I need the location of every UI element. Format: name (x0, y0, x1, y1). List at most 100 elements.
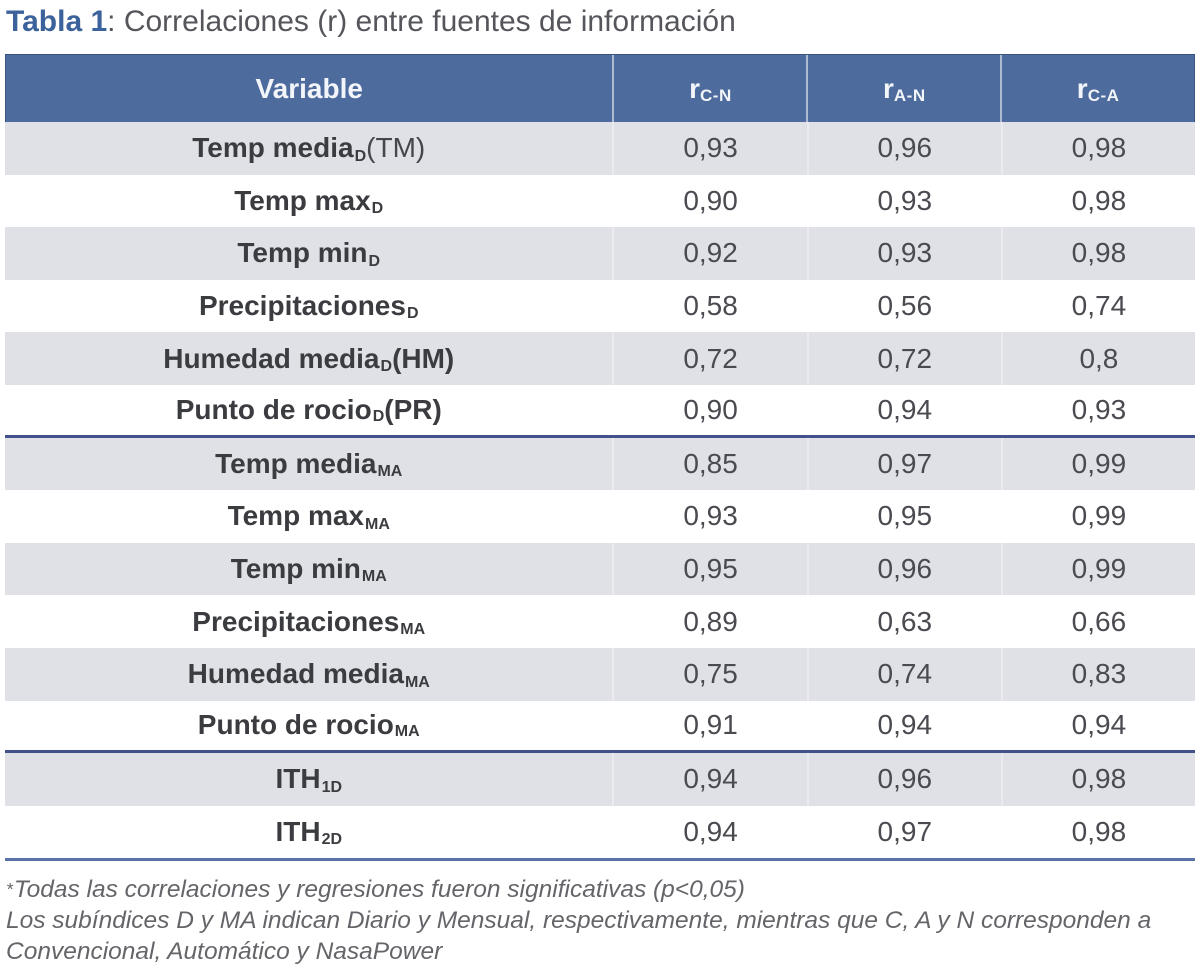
r-subscript: C-N (700, 85, 732, 105)
variable-name: Temp max (234, 184, 371, 216)
table-row: Punto de rocio MA 0,91 0,94 0,94 (5, 700, 1195, 754)
value-cell: 0,94 (612, 753, 806, 806)
col-header-r-c-n: r C-N (612, 55, 806, 122)
r-subscript: A-N (893, 85, 926, 105)
table-row: Precipitaciones MA 0,89 0,63 0,66 (5, 595, 1195, 648)
value-cell: 0,93 (806, 174, 1001, 228)
table-body: Temp media D (TM) 0,93 0,96 0,98 Temp max D 0,90… (5, 122, 1195, 862)
variable-cell: Punto de rocio MA (5, 701, 612, 751)
value-cell: 0,63 (806, 595, 1001, 648)
value-cell: 0,95 (612, 542, 806, 596)
variable-cell: Temp media MA (5, 438, 612, 491)
value-cell: 0,95 (806, 490, 1001, 543)
col-header-variable: Variable (255, 72, 363, 104)
variable-cell: ITH 1D (5, 753, 612, 806)
value-cell: 0,98 (1000, 805, 1195, 859)
value-cell: 0,98 (1000, 753, 1195, 806)
value-cell: 0,96 (806, 753, 1001, 806)
variable-cell: Temp max D (5, 175, 612, 228)
variable-name: Humedad media (187, 658, 404, 690)
table-row: ITH 1D 0,94 0,96 0,98 (5, 753, 1195, 806)
table-row: Humedad media MA 0,75 0,74 0,83 (5, 647, 1195, 701)
table-caption-label: Tabla 1 (6, 5, 108, 38)
value-cell: 0,97 (806, 437, 1001, 491)
variable-name: Temp min (237, 237, 368, 269)
variable-subscript: D (354, 147, 367, 165)
col-header-r-c-a: r C-A (1000, 55, 1194, 122)
variable-subscript: D (372, 407, 385, 425)
variable-suffix: (TM) (366, 132, 426, 164)
value-cell: 0,97 (806, 805, 1001, 859)
r-subscript: C-A (1087, 85, 1120, 105)
value-cell: 0,96 (806, 122, 1001, 175)
value-cell: 0,92 (612, 227, 806, 280)
value-cell: 0,75 (612, 647, 806, 701)
value-cell: 0,98 (1000, 122, 1195, 175)
variable-cell: Temp max MA (5, 490, 612, 543)
value-cell: 0,89 (612, 595, 806, 648)
footnote-subscripts: Los subíndices D y MA indican Diario y M… (6, 907, 1152, 966)
variable-cell: Temp min MA (5, 543, 612, 596)
table-row: Temp max MA 0,93 0,95 0,99 (5, 490, 1195, 543)
value-cell: 0,96 (806, 542, 1001, 596)
variable-name: Humedad media (163, 342, 380, 374)
value-cell: 0,98 (1000, 174, 1195, 228)
variable-cell: Punto de rocio D (PR) (5, 385, 612, 435)
value-cell: 0,93 (612, 122, 806, 175)
variable-name: ITH (275, 816, 321, 848)
value-cell: 0,93 (1000, 384, 1195, 435)
value-cell: 0,99 (1000, 542, 1195, 596)
variable-subscript: D (368, 252, 381, 270)
variable-subscript: D (380, 357, 393, 375)
value-cell: 0,74 (806, 647, 1001, 701)
variable-name: Precipitaciones (192, 605, 400, 637)
table-row: Temp min D 0,92 0,93 0,98 (5, 227, 1195, 280)
correlations-table: Variable r C-N r A-N r C-A Temp media D (TM) 0… (5, 54, 1195, 862)
value-cell: 0,91 (612, 700, 806, 751)
value-cell: 0,94 (806, 384, 1001, 435)
variable-cell: Precipitaciones MA (5, 595, 612, 648)
footnotes: *Todas las correlaciones y regresiones f… (6, 874, 1181, 967)
value-cell: 0,85 (612, 437, 806, 491)
table-caption: Tabla 1: Correlaciones (r) entre fuentes… (6, 5, 1195, 39)
value-cell: 0,72 (806, 332, 1001, 385)
footnote-significance-text: Todas las correlaciones y regresiones fu… (13, 876, 745, 904)
value-cell: 0,99 (1000, 490, 1195, 543)
value-cell: 0,94 (806, 700, 1001, 751)
variable-subscript: MA (365, 515, 390, 533)
variable-subscript: 2D (321, 831, 343, 849)
value-cell: 0,72 (612, 332, 806, 385)
value-cell: 0,58 (612, 279, 806, 333)
variable-subscript: MA (377, 463, 403, 481)
variable-suffix: (HM) (392, 342, 455, 374)
value-cell: 0,8 (1000, 332, 1195, 385)
variable-subscript: D (406, 305, 419, 323)
variable-subscript: 1D (321, 778, 343, 796)
table-row: Humedad media D (HM) 0,72 0,72 0,8 (5, 332, 1195, 385)
variable-subscript: MA (361, 568, 387, 586)
table-row: Temp max D 0,90 0,93 0,98 (5, 174, 1195, 228)
value-cell: 0,90 (612, 174, 806, 228)
variable-subscript: MA (394, 723, 420, 741)
variable-name: Temp min (230, 553, 361, 585)
value-cell: 0,74 (1000, 279, 1195, 333)
variable-name: Temp max (227, 500, 364, 532)
r-base: r (689, 72, 700, 104)
r-base: r (1076, 72, 1088, 104)
variable-name: Punto de rocio (175, 393, 372, 425)
value-cell: 0,66 (1000, 595, 1195, 648)
table-row: Temp media MA 0,85 0,97 0,99 (5, 437, 1195, 491)
table-header-row: Variable r C-N r A-N r C-A (5, 54, 1195, 122)
value-cell: 0,98 (1000, 227, 1195, 280)
variable-cell: ITH 2D (5, 806, 612, 859)
value-cell: 0,99 (1000, 437, 1195, 491)
value-cell: 0,83 (1000, 647, 1195, 701)
asterisk: * (6, 879, 13, 900)
variable-suffix: (PR) (384, 393, 442, 425)
value-cell: 0,93 (612, 490, 806, 543)
table-row: ITH 2D 0,94 0,97 0,98 (5, 805, 1195, 859)
value-cell: 0,93 (806, 227, 1001, 280)
col-header-r-a-n: r A-N (806, 55, 1000, 122)
variable-subscript: MA (404, 673, 430, 691)
